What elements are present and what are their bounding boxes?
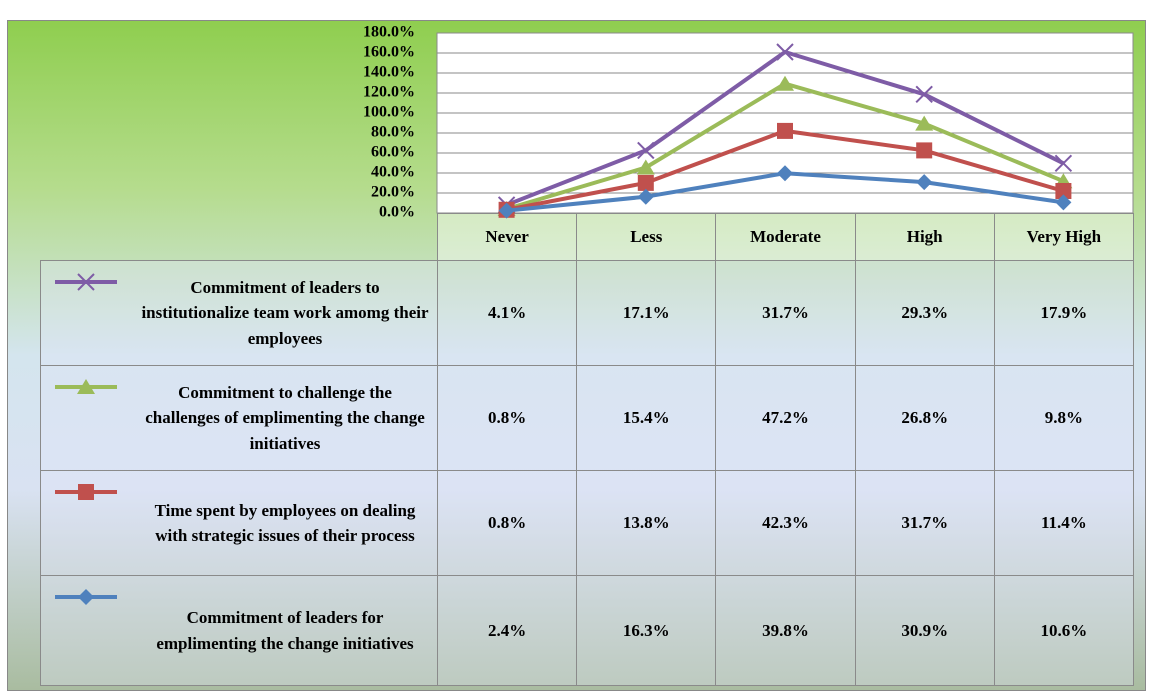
table-value: 0.8%	[437, 365, 578, 471]
y-tick-label: 100.0%	[363, 104, 415, 121]
marker	[777, 165, 793, 182]
table-value: 10.6%	[993, 575, 1134, 686]
marker	[77, 273, 95, 291]
table-value: 47.2%	[715, 365, 856, 471]
marker	[637, 174, 654, 191]
marker	[78, 589, 94, 605]
y-tick-label: 180.0%	[363, 24, 415, 41]
table-value: 15.4%	[576, 365, 717, 471]
table-value: 31.7%	[715, 260, 856, 366]
marker	[916, 142, 933, 159]
table-value: 16.3%	[576, 575, 717, 686]
legend-label: Commitment of leaders to institutionaliz…	[141, 277, 429, 348]
y-tick-label: 20.0%	[371, 184, 415, 201]
legend-label: Commitment to challenge the challenges o…	[145, 382, 425, 453]
table-value: 29.3%	[854, 260, 995, 366]
marker	[916, 174, 933, 191]
marker	[777, 122, 793, 139]
marker	[77, 379, 95, 394]
marker	[1055, 183, 1072, 199]
marker	[776, 75, 794, 91]
table-value: 30.9%	[854, 575, 995, 686]
y-tick-label: 80.0%	[371, 124, 415, 141]
y-tick-label: 120.0%	[363, 84, 415, 101]
table-value: 9.8%	[993, 365, 1134, 471]
marker	[78, 484, 94, 500]
table-value: 17.9%	[993, 260, 1134, 366]
marker	[776, 43, 794, 61]
marker	[636, 159, 655, 175]
marker	[637, 188, 654, 205]
y-tick-label: 40.0%	[371, 164, 415, 181]
marker	[915, 115, 934, 131]
legend-cell: Time spent by employees on dealing with …	[40, 470, 438, 576]
marker	[637, 141, 655, 160]
legend-label: Commitment of leaders for emplimenting t…	[156, 608, 414, 653]
y-tick-label: 160.0%	[363, 44, 415, 61]
table-value: 42.3%	[715, 470, 856, 576]
legend-label: Time spent by employees on dealing with …	[154, 500, 416, 546]
x-tick-label: Very High	[993, 213, 1134, 261]
legend-cell: Commitment of leaders for emplimenting t…	[40, 575, 438, 686]
marker	[1055, 194, 1072, 211]
x-tick-label: Never	[437, 213, 578, 261]
marker	[498, 202, 515, 219]
table-value: 13.8%	[576, 470, 717, 576]
legend-cell: Commitment to challenge the challenges o…	[40, 365, 438, 471]
marker	[1054, 154, 1073, 173]
y-tick-label: 0.0%	[379, 204, 415, 221]
table-value: 39.8%	[715, 575, 856, 686]
table-value: 4.1%	[437, 260, 578, 366]
table-value: 2.4%	[437, 575, 578, 686]
marker	[915, 85, 933, 104]
y-tick-label: 60.0%	[371, 144, 415, 161]
y-tick-label: 140.0%	[363, 64, 415, 81]
table-value: 17.1%	[576, 260, 717, 366]
table-value: 0.8%	[437, 470, 578, 576]
